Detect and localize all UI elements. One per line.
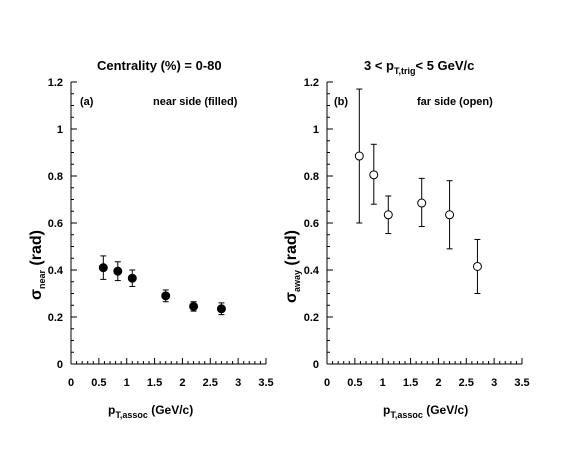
panel-b-xlabel-sub: T,assoc [390,410,423,420]
panel-b-y-tick-label: 0.6 [304,218,319,230]
panel-a-x-tick-label: 0.5 [91,377,106,389]
panel-b-data-point [354,151,364,161]
panel-b-x-tick-label: 3.5 [514,377,529,389]
panel-a-y-tick-label: 0.2 [48,312,63,324]
panel-a-y-tick-label: 0.8 [48,171,63,183]
panel-b-annotation: far side (open) [417,96,493,108]
panel-b-title-prefix: 3 < p [364,58,394,73]
panel-b-x-tick-label: 1.5 [403,377,418,389]
panel-b-title-suffix: < 5 GeV/c [415,58,475,73]
panel-a-data-point [216,304,226,314]
panel-b-x-tick-label: 2.5 [459,377,474,389]
panel-b-x-tick-label: 1 [380,377,386,389]
panel-a-annotation: near side (filled) [153,96,238,108]
panel-b-x-tick-label: 0.5 [347,377,362,389]
panel-b-y-tick-label: 0.2 [304,312,319,324]
panel-b-y-tick-label: 0.4 [304,265,320,277]
panel-b-y-tick-label: 0.8 [304,171,319,183]
panel-a-xlabel-symbol: p [108,403,116,417]
panel-b-tag: (b) [334,96,349,108]
panel-a-xlabel: pT,assoc (GeV/c) [108,403,193,420]
panel-a-title: Centrality (%) = 0-80 [97,58,222,73]
panel-b-y-tick-label: 1 [313,124,319,136]
panel-b-data-point [369,170,379,180]
panel-b-title-sub: T,trig [394,66,416,76]
panel-a-x-tick-label: 1 [124,377,130,389]
panel-a-y-tick-label: 0.6 [48,218,63,230]
panel-b-data-point [472,261,482,271]
panel-b-xlabel-symbol: p [383,403,391,417]
panel-a-x-tick-label: 3.5 [258,377,273,389]
panel-a-data-point [189,301,199,311]
panel-a-data-point [127,273,137,283]
panel-a-x-tick-label: 1.5 [147,377,162,389]
panel-a-x-tick-label: 0 [68,377,74,389]
panel-a-x-tick-label: 3 [235,377,241,389]
panel-a-x-tick-label: 2 [179,377,185,389]
panel-a-y-tick-label: 0.4 [48,265,64,277]
panel-b-xlabel-unit: (GeV/c) [422,403,469,417]
panel-a-y-tick-label: 0 [57,359,63,371]
panel-a-y-tick-label: 1.2 [48,77,63,89]
panel-a-data-point [98,263,108,273]
panel-b-x-tick-label: 2 [435,377,441,389]
panel-b-data-point [445,210,455,220]
panel-b-x-tick-label: 0 [324,377,330,389]
panel-a-tag: (a) [80,96,94,108]
panel-a-x-tick-label: 2.5 [203,377,218,389]
panel-a-xlabel-unit: (GeV/c) [147,403,194,417]
panel-b-data-point [383,210,393,220]
panel-a-data-point [113,266,123,276]
panel-b-data-point [417,198,427,208]
panel-b-x-tick-label: 3 [491,377,497,389]
panel-b-y-tick-label: 0 [313,359,319,371]
panel-b-title: 3 < pT,trig< 5 GeV/c [364,58,474,76]
panel-a-data-point [161,291,171,301]
panel-b-xlabel: pT,assoc (GeV/c) [383,403,468,420]
panel-a-y-tick-label: 1 [57,124,63,136]
panel-b-y-tick-label: 1.2 [304,77,319,89]
panel-a-xlabel-sub: T,assoc [115,410,148,420]
